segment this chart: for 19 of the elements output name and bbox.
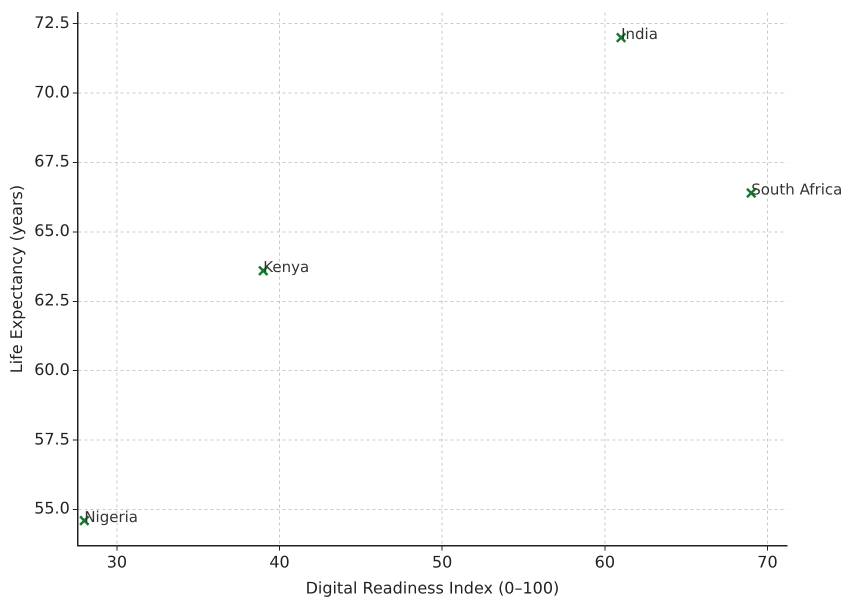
x-tick-label: 50 — [432, 552, 452, 572]
annotation: South Africa — [751, 180, 842, 198]
y-tick-label: 60.0 — [34, 360, 70, 379]
y-tick-label: 72.5 — [34, 12, 70, 32]
annotation: India — [621, 24, 658, 43]
y-tick-label: 67.5 — [34, 152, 70, 171]
y-tick-label: 57.5 — [34, 429, 70, 448]
x-axis-title: Digital Readiness Index (0–100) — [306, 578, 560, 598]
x-tick-label: 30 — [106, 552, 128, 572]
x-tick-label: 60 — [594, 552, 616, 572]
annotation: Kenya — [263, 258, 310, 276]
y-tick-label: 70.0 — [34, 82, 70, 102]
y-tick-label: 62.5 — [34, 290, 70, 310]
y-axis-title: Life Expectancy (years) — [6, 184, 26, 374]
x-tick-label: 40 — [269, 552, 290, 572]
annotation: Nigeria — [84, 508, 138, 526]
x-tick-label: 70 — [757, 552, 778, 572]
y-tick-label: 55.0 — [34, 498, 70, 518]
y-tick-label: 65.0 — [34, 221, 70, 240]
